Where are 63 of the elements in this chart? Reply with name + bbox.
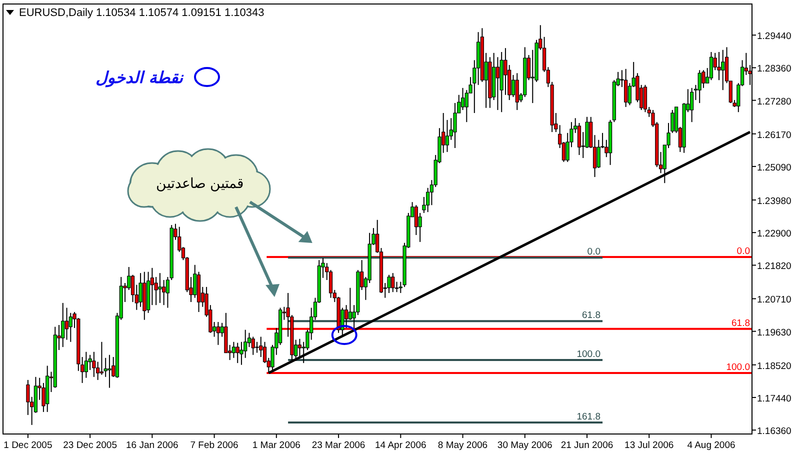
ytick-label: 1.26170 xyxy=(757,130,792,141)
xtick-label: 13 Jul 2006 xyxy=(624,440,674,451)
candlestick xyxy=(453,102,457,149)
xtick-label: 23 Dec 2005 xyxy=(63,440,117,451)
candlestick xyxy=(496,56,500,110)
ytick-label: 1.28360 xyxy=(757,64,792,75)
annotation: قمتين صاعدتين xyxy=(156,175,244,191)
candlestick xyxy=(624,68,628,108)
fib-label: 61.8 xyxy=(582,310,601,322)
candlestick xyxy=(216,321,220,346)
candlestick xyxy=(193,264,197,298)
ytick-label: 1.18520 xyxy=(757,360,792,372)
ytick-label: 1.16360 xyxy=(757,426,792,438)
fib-label: 100.0 xyxy=(576,349,601,360)
xtick-label: 1 Mar 2006 xyxy=(252,440,300,451)
xtick-label: 21 Jun 2006 xyxy=(560,440,614,451)
candlestick xyxy=(721,49,725,91)
fib-label: 61.8 xyxy=(732,318,750,329)
xtick-label: 30 May 2006 xyxy=(497,440,552,451)
candlestick xyxy=(92,351,96,378)
candlestick xyxy=(515,72,519,110)
candlestick xyxy=(61,302,65,348)
xtick-label: 14 Apr 2006 xyxy=(375,440,426,451)
candlestick xyxy=(391,272,395,293)
candlestick xyxy=(158,272,162,304)
xtick-label: 8 May 2006 xyxy=(438,440,488,451)
fib-label: 0.0 xyxy=(736,246,750,258)
xtick-label: 16 Jan 2006 xyxy=(126,440,178,451)
candlestick xyxy=(68,312,72,342)
ytick-label: 1.23980 xyxy=(757,196,792,207)
xtick-label: 23 Mar 2006 xyxy=(312,440,366,451)
candlestick xyxy=(577,122,582,156)
candlestick xyxy=(236,342,240,364)
ytick-label: 1.29440 xyxy=(757,31,792,42)
ytick-label: 1.19630 xyxy=(757,327,792,338)
ytick-label: 1.22900 xyxy=(757,228,792,240)
candlestick xyxy=(255,341,259,354)
candlestick xyxy=(460,87,465,110)
candlestick xyxy=(690,87,694,123)
fib-label: 0.0 xyxy=(587,246,601,258)
candlestick xyxy=(108,354,112,388)
xtick-label: 7 Feb 2006 xyxy=(190,440,238,451)
candlestick xyxy=(138,272,142,308)
candlestick xyxy=(717,52,721,81)
candlestick xyxy=(698,70,702,104)
candlestick xyxy=(100,341,104,376)
candlestick xyxy=(445,119,450,152)
title: EURUSD,Daily 1.10534 1.10574 1.09151 1.10343 xyxy=(19,7,264,19)
candlestick xyxy=(643,84,648,113)
ytick-label: 1.27280 xyxy=(757,96,792,108)
ytick-label: 1.25090 xyxy=(757,162,792,174)
xtick-label: 4 Aug 2006 xyxy=(687,440,736,451)
fib-label: 100.0 xyxy=(726,362,750,373)
candlestick xyxy=(709,52,714,81)
candlestick xyxy=(232,341,236,358)
ytick-label: 1.20710 xyxy=(757,294,792,306)
fib-label: 161.8 xyxy=(576,412,601,423)
ytick-label: 1.21820 xyxy=(757,261,792,272)
ytick-label: 1.17440 xyxy=(757,393,792,404)
candlestick xyxy=(251,336,255,356)
annotation: نقطة الدخول xyxy=(96,68,183,87)
candlestick xyxy=(64,307,69,340)
xtick-label: 1 Dec 2005 xyxy=(4,440,52,451)
